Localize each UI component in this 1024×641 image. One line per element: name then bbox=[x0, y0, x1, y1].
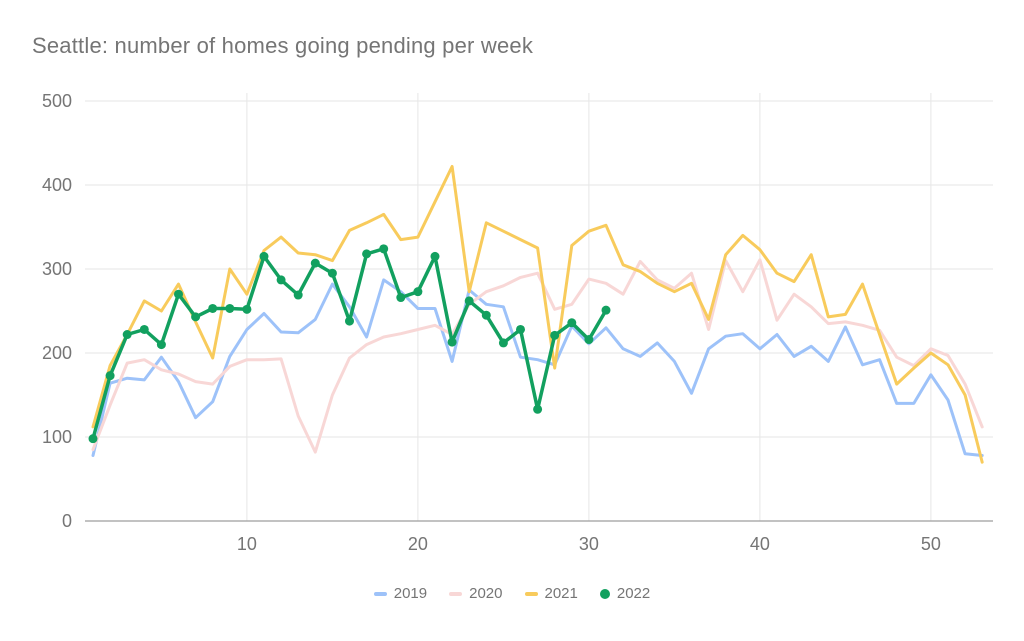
legend-item-2021: 2021 bbox=[524, 585, 578, 602]
series-point-2022 bbox=[362, 249, 372, 259]
series-point-2022 bbox=[601, 305, 611, 315]
series-point-2022 bbox=[516, 324, 525, 334]
series-point-2022 bbox=[345, 316, 354, 326]
series-point-2022 bbox=[533, 404, 543, 414]
series-point-2022 bbox=[498, 338, 508, 348]
horizontal-gridlines bbox=[85, 100, 993, 438]
series-line-2021 bbox=[91, 165, 984, 464]
svg-text:10: 10 bbox=[237, 534, 257, 554]
series-point-2022 bbox=[208, 303, 218, 313]
x-axis-tick-labels: 10 20 30 40 50 bbox=[237, 534, 941, 554]
legend-item-2020: 2020 bbox=[449, 585, 503, 602]
legend-label-2021: 2021 bbox=[544, 585, 578, 602]
chart-legend: 2019 2020 2021 2022 bbox=[0, 585, 1024, 602]
series-line-2020 bbox=[91, 258, 984, 454]
svg-text:40: 40 bbox=[750, 534, 770, 554]
series-point-2022 bbox=[413, 287, 423, 297]
svg-text:300: 300 bbox=[42, 259, 72, 279]
svg-text:500: 500 bbox=[42, 91, 72, 111]
series-point-2022 bbox=[105, 371, 115, 381]
series-point-2022 bbox=[293, 290, 303, 300]
svg-text:0: 0 bbox=[62, 511, 72, 531]
series-point-2022 bbox=[191, 312, 201, 322]
series-point-2022 bbox=[156, 340, 166, 350]
legend-swatch-2022-icon bbox=[599, 588, 610, 599]
series-point-2022 bbox=[276, 275, 286, 285]
series-point-2022 bbox=[122, 330, 132, 340]
svg-text:30: 30 bbox=[579, 534, 599, 554]
svg-text:50: 50 bbox=[921, 534, 941, 554]
series-point-2022 bbox=[464, 296, 474, 306]
legend-label-2022: 2022 bbox=[616, 585, 651, 602]
series-line-2022 bbox=[91, 247, 608, 441]
series-point-2022 bbox=[174, 289, 183, 299]
data-series-lines bbox=[88, 165, 984, 464]
svg-text:20: 20 bbox=[408, 534, 428, 554]
legend-swatch-2020-icon bbox=[449, 591, 463, 596]
legend-swatch-2021-icon bbox=[524, 591, 538, 596]
series-point-2022 bbox=[310, 258, 320, 268]
series-point-2022 bbox=[396, 293, 406, 303]
series-point-2022 bbox=[259, 251, 269, 261]
series-point-2022 bbox=[242, 304, 252, 314]
series-point-2022 bbox=[88, 434, 98, 444]
series-line-2019 bbox=[91, 278, 984, 457]
svg-text:200: 200 bbox=[42, 343, 72, 363]
legend-label-2019: 2019 bbox=[393, 585, 428, 602]
series-point-2022 bbox=[139, 324, 149, 334]
legend-swatch-2019-icon bbox=[373, 591, 387, 596]
series-point-2022 bbox=[447, 337, 457, 347]
legend-item-2019: 2019 bbox=[373, 585, 428, 602]
series-point-2022 bbox=[225, 303, 235, 313]
series-point-2022 bbox=[584, 335, 594, 345]
series-point-2022 bbox=[379, 244, 389, 254]
series-point-2022 bbox=[567, 318, 577, 328]
series-point-2022 bbox=[550, 330, 560, 340]
legend-item-2022: 2022 bbox=[599, 585, 651, 602]
series-point-2022 bbox=[430, 251, 440, 261]
svg-text:100: 100 bbox=[42, 427, 72, 447]
series-point-2022 bbox=[481, 310, 491, 320]
series-point-2022 bbox=[327, 268, 337, 278]
legend-label-2020: 2020 bbox=[469, 585, 503, 602]
chart-title: Seattle: number of homes going pending p… bbox=[32, 33, 534, 58]
y-axis-tick-labels: 0 100 200 300 400 500 bbox=[42, 91, 72, 531]
svg-text:400: 400 bbox=[42, 175, 72, 195]
